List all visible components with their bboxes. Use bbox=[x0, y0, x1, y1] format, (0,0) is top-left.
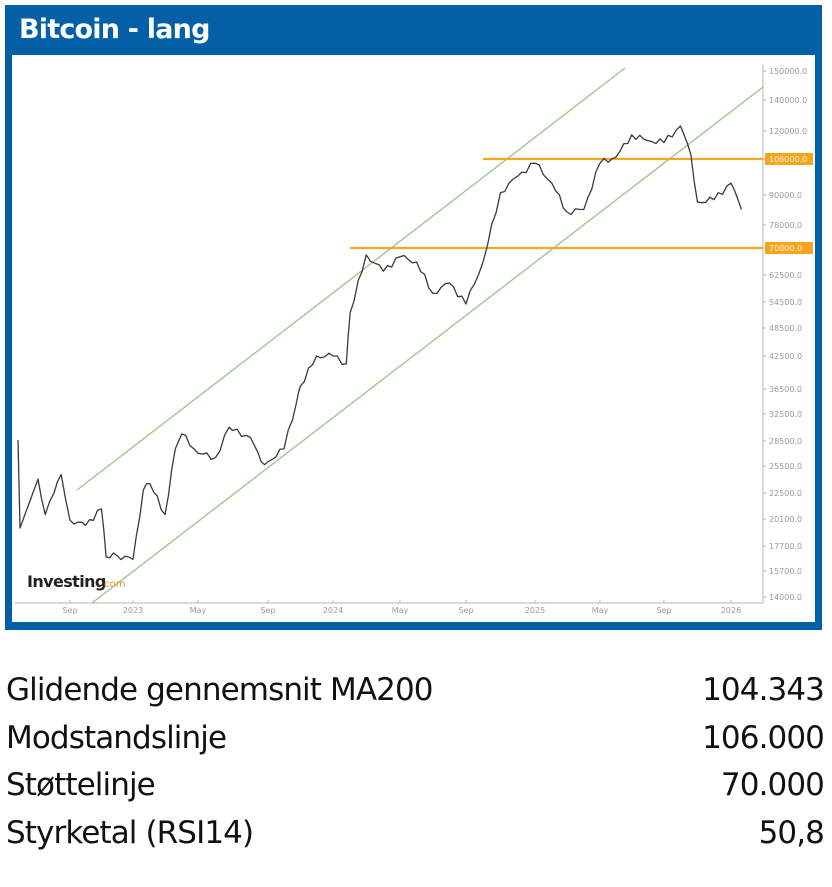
price-level-badge bbox=[765, 153, 813, 165]
stat-value: 106.000 bbox=[702, 719, 825, 756]
stat-label: Støttelinje bbox=[6, 767, 156, 803]
y-tick-label: 62500.0 bbox=[769, 271, 802, 280]
y-tick-label: 42500.0 bbox=[769, 352, 802, 361]
y-tick-label-highlighted: 106000.0 bbox=[769, 155, 807, 164]
x-tick-label: 2025 bbox=[525, 606, 545, 615]
stat-row-support: Støttelinje 70.000 bbox=[6, 767, 825, 815]
x-tick-label: 2023 bbox=[123, 606, 143, 615]
btc-price-series bbox=[17, 125, 743, 561]
y-tick-label: 32500.0 bbox=[769, 410, 802, 419]
stat-value: 50,8 bbox=[758, 814, 825, 851]
y-tick-label: 22500.0 bbox=[769, 489, 802, 498]
horizontal-levels bbox=[350, 157, 763, 250]
y-tick-label: 36500.0 bbox=[769, 385, 802, 394]
x-tick-label: Sep bbox=[458, 606, 473, 615]
y-tick-label: 54500.0 bbox=[769, 298, 802, 307]
stat-row-rsi: Styrketal (RSI14) 50,8 bbox=[6, 814, 825, 863]
y-tick-label: 15700.0 bbox=[769, 567, 802, 576]
axes: 150000.0 140000.0 120000.0 106000.0 90000.0 7… bbox=[15, 65, 813, 615]
channel-upper-line bbox=[76, 67, 626, 491]
investing-logo: Investing.com bbox=[27, 572, 126, 591]
logo-suffix: .com bbox=[101, 579, 126, 590]
y-tick-label: 150000.0 bbox=[769, 67, 807, 76]
y-tick-label: 140000.0 bbox=[769, 96, 807, 105]
stats-table: Glidende gennemsnit MA200 104.343 Modsta… bbox=[6, 672, 825, 863]
x-tick-label: 2024 bbox=[323, 606, 343, 615]
y-tick-label: 25500.0 bbox=[769, 462, 802, 471]
x-tick-label: May bbox=[392, 606, 409, 615]
x-tick-label: May bbox=[592, 606, 609, 615]
stat-row-resistance: Modstandslinje 106.000 bbox=[6, 719, 825, 768]
price-chart: 150000.0 140000.0 120000.0 106000.0 90000.0 7… bbox=[15, 65, 813, 615]
price-level-badge bbox=[765, 242, 813, 254]
price-line bbox=[17, 125, 743, 561]
y-tick-label: 90000.0 bbox=[769, 191, 802, 200]
x-tick-label: 2026 bbox=[721, 606, 741, 615]
y-tick-label-highlighted: 70000.0 bbox=[769, 244, 802, 253]
x-tick-label: Sep bbox=[260, 606, 275, 615]
y-tick-label: 20100.0 bbox=[769, 515, 802, 524]
y-tick-label: 17700.0 bbox=[769, 542, 802, 551]
stat-label: Modstandslinje bbox=[6, 719, 227, 756]
logo-text: Investing bbox=[27, 572, 106, 591]
stat-value: 70.000 bbox=[720, 767, 825, 803]
x-tick-label: May bbox=[190, 606, 207, 615]
stat-label: Glidende gennemsnit MA200 bbox=[6, 672, 434, 708]
stat-value: 104.343 bbox=[702, 672, 825, 708]
x-tick-label: Sep bbox=[656, 606, 671, 615]
trend-channel bbox=[76, 67, 764, 604]
y-tick-label: 120000.0 bbox=[769, 127, 807, 136]
y-tick-label: 78000.0 bbox=[769, 221, 802, 230]
chart-area: 150000.0 140000.0 120000.0 106000.0 90000.0 7… bbox=[12, 55, 815, 622]
panel-title: Bitcoin - lang bbox=[19, 14, 210, 45]
x-tick-label: Sep bbox=[62, 606, 77, 615]
channel-lower-line bbox=[91, 86, 764, 604]
y-tick-label: 28500.0 bbox=[769, 437, 802, 446]
stat-row-ma200: Glidende gennemsnit MA200 104.343 bbox=[6, 672, 825, 720]
y-tick-label: 14000.0 bbox=[769, 593, 802, 602]
y-tick-label: 48500.0 bbox=[769, 324, 802, 333]
chart-panel: Bitcoin - lang 150000.0 140000.0 120000.0 1… bbox=[5, 5, 822, 630]
stat-label: Styrketal (RSI14) bbox=[6, 814, 254, 851]
